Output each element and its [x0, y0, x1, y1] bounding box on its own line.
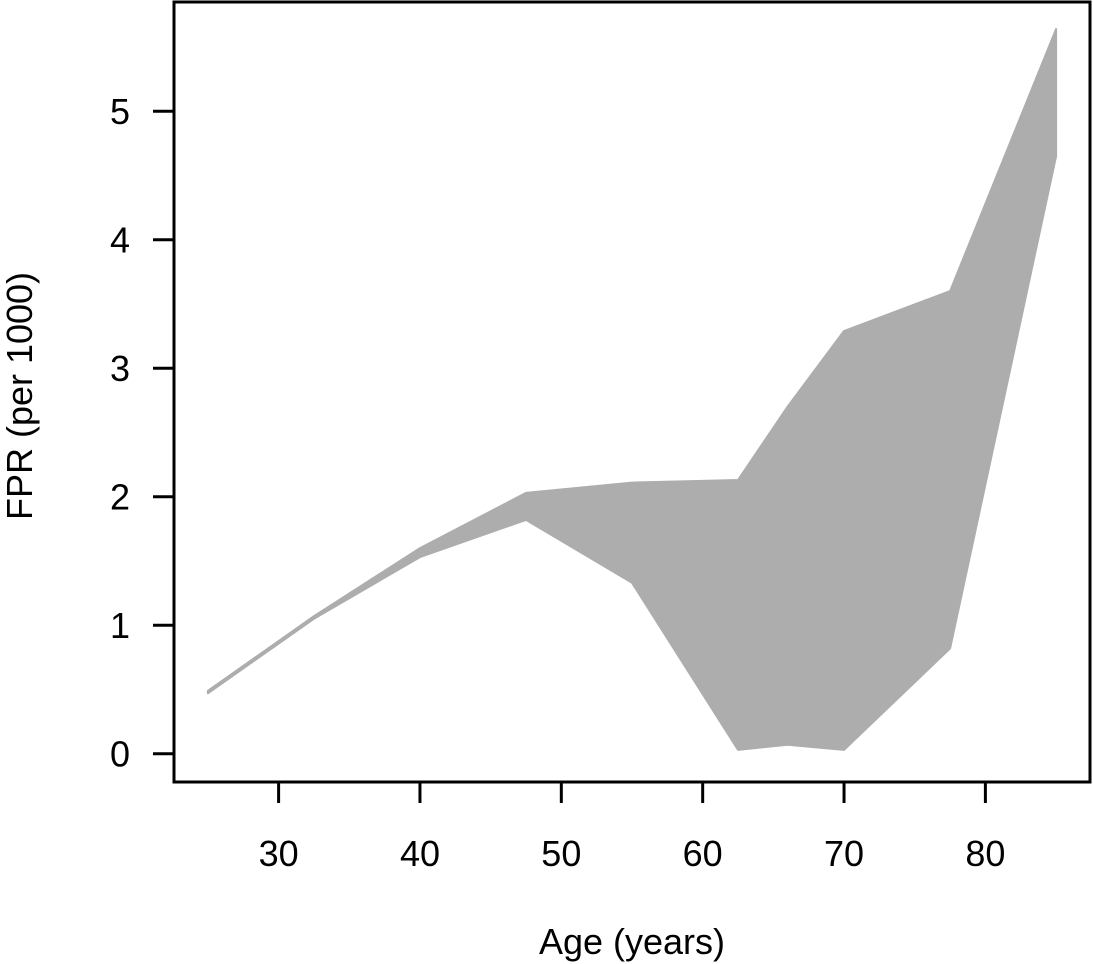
x-tick-label: 70 [824, 833, 864, 874]
y-tick-label: 0 [110, 734, 130, 775]
x-tick-label: 30 [259, 833, 299, 874]
x-tick-label: 60 [683, 833, 723, 874]
x-tick-label: 40 [400, 833, 440, 874]
fpr-band-area [206, 28, 1058, 751]
y-tick-label: 5 [110, 91, 130, 132]
y-tick-label: 2 [110, 477, 130, 518]
x-axis-title: Age (years) [539, 921, 725, 962]
band-layer [206, 28, 1058, 751]
x-tick-label: 50 [541, 833, 581, 874]
y-tick-label: 3 [110, 348, 130, 389]
y-tick-label: 1 [110, 605, 130, 646]
y-axis: 0 1 2 3 4 5 [110, 91, 174, 775]
x-axis: 30 40 50 60 70 80 [259, 782, 1005, 874]
y-tick-label: 4 [110, 220, 130, 261]
plot-frame [172, 0, 1092, 784]
x-tick-label: 80 [965, 833, 1005, 874]
y-axis-title: FPR (per 1000) [0, 272, 40, 520]
